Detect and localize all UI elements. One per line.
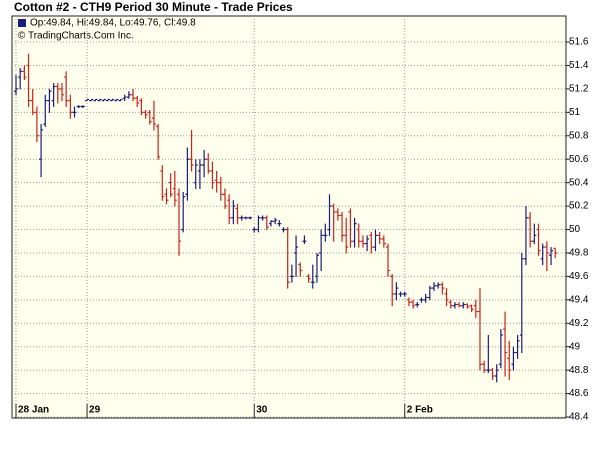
y-tick-label: 50.6 bbox=[569, 154, 589, 165]
chart-title: Cotton #2 - CTH9 Period 30 Minute - Trad… bbox=[14, 0, 293, 14]
y-tick-label: 48.8 bbox=[569, 365, 589, 376]
copyright: © TradingCharts.Com Inc. bbox=[18, 31, 134, 42]
x-tick-label: 28 Jan bbox=[18, 405, 49, 416]
y-tick-label: 51.2 bbox=[569, 84, 589, 95]
bars bbox=[14, 53, 558, 383]
legend-text: Op:49.84, Hi:49.84, Lo:49.76, Cl:49.8 bbox=[30, 18, 196, 29]
legend-swatch bbox=[18, 19, 26, 27]
y-tick-label: 50.4 bbox=[569, 177, 589, 188]
x-tick-label: 2 Feb bbox=[407, 405, 433, 416]
y-tick-label: 49.8 bbox=[569, 248, 589, 259]
y-tick-label: 49 bbox=[569, 341, 581, 352]
y-tick-label: 51.6 bbox=[569, 37, 589, 48]
y-tick-label: 49.6 bbox=[569, 271, 589, 282]
y-tick-label: 48.4 bbox=[569, 412, 589, 423]
y-tick-label: 49.4 bbox=[569, 294, 589, 305]
x-tick-label: 30 bbox=[256, 405, 268, 416]
y-tick-label: 50 bbox=[569, 224, 581, 235]
x-tick-label: 29 bbox=[89, 405, 101, 416]
y-tick-label: 51 bbox=[569, 107, 581, 118]
y-tick-label: 50.2 bbox=[569, 201, 589, 212]
y-tick-label: 50.8 bbox=[569, 130, 589, 141]
plot-area bbox=[11, 15, 567, 419]
y-tick-label: 48.6 bbox=[569, 388, 589, 399]
y-tick-label: 49.2 bbox=[569, 318, 589, 329]
grid bbox=[12, 16, 570, 418]
y-tick-label: 51.4 bbox=[569, 60, 589, 71]
